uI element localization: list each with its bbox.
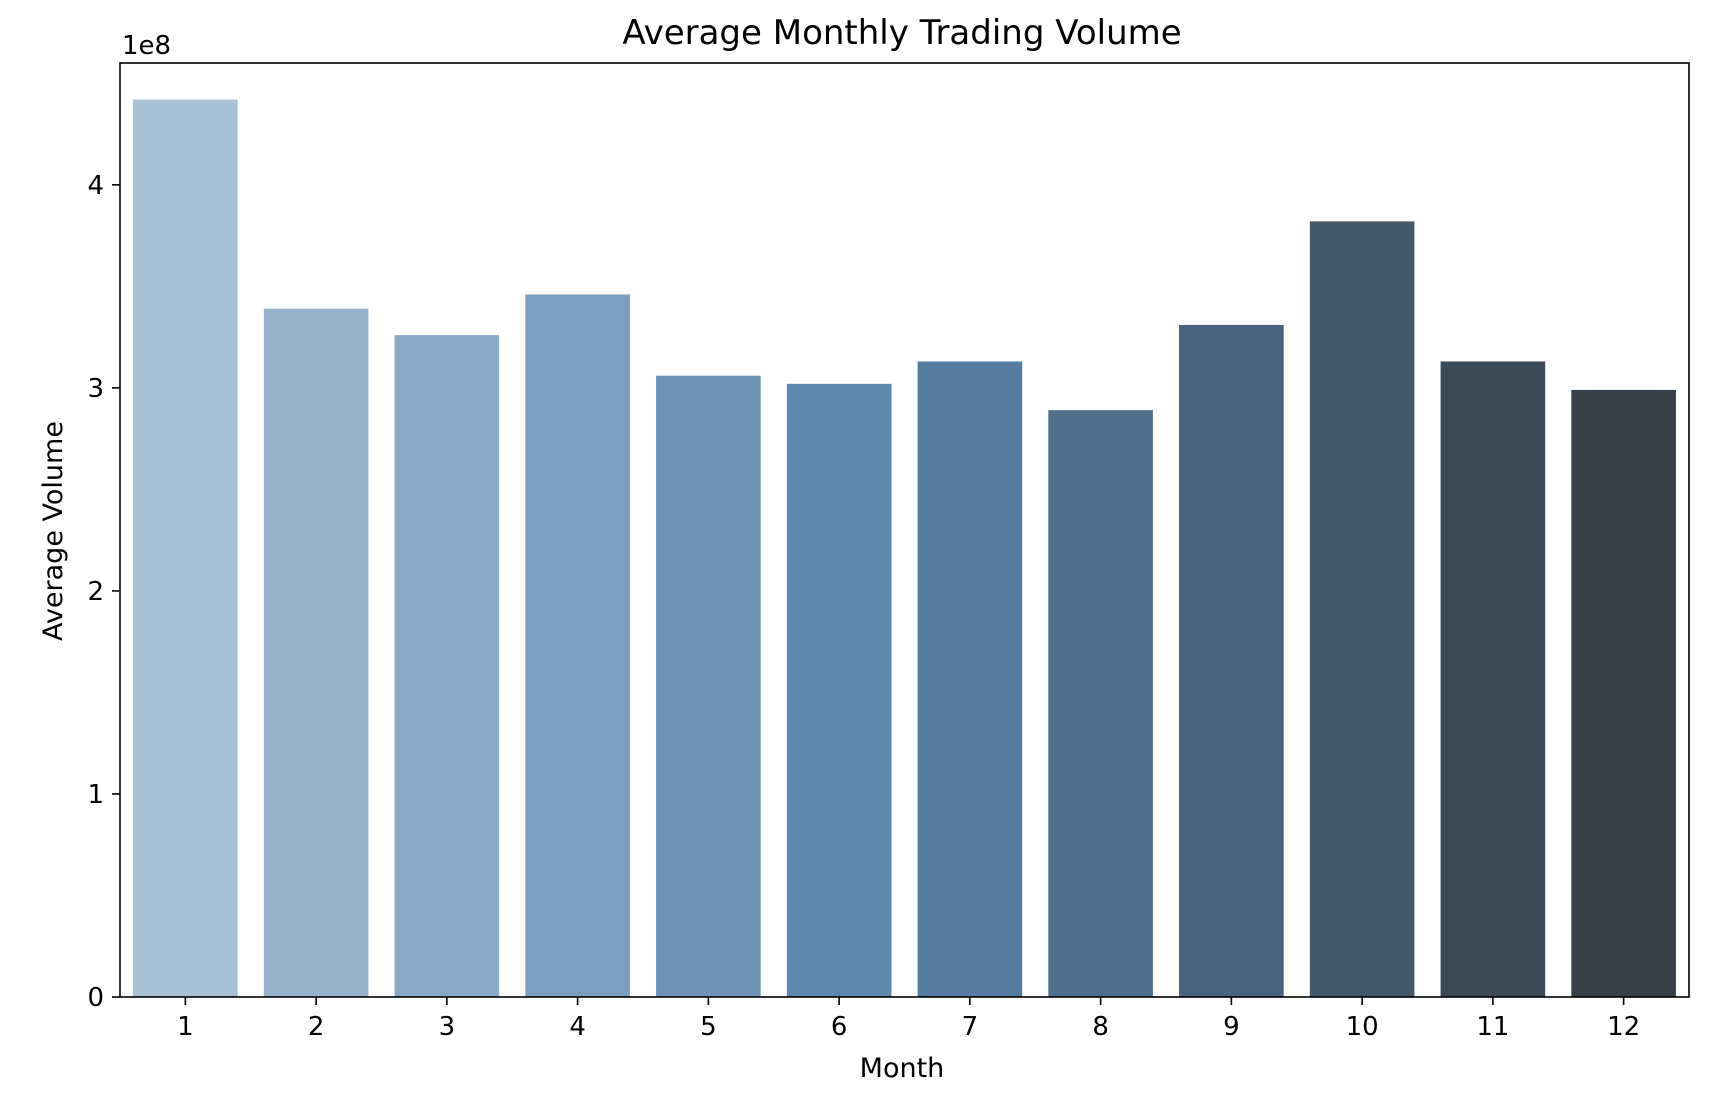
x-tick-label: 1 (177, 1012, 194, 1042)
x-tick-label: 3 (439, 1012, 456, 1042)
bar-month-2 (263, 308, 369, 997)
y-axis-label: Average Volume (38, 421, 69, 641)
bar-month-8 (1048, 410, 1153, 997)
x-tick-label: 7 (962, 1012, 979, 1042)
x-tick-label: 12 (1607, 1012, 1640, 1042)
bar-month-10 (1309, 221, 1415, 997)
y-axis-offset-label: 1e8 (122, 31, 171, 61)
x-tick-label: 2 (308, 1012, 325, 1042)
y-tick-label: 3 (87, 374, 104, 404)
axes-frame (119, 62, 1690, 998)
bars-group (133, 99, 1676, 998)
bar-month-5 (656, 375, 761, 997)
x-tick-label: 6 (831, 1012, 848, 1042)
x-tick-label: 5 (700, 1012, 717, 1042)
x-tick-label: 9 (1223, 1012, 1240, 1042)
x-ticks-group: 1 2 3 4 5 6 7 8 9 10 11 12 (177, 997, 1640, 1042)
bar-month-9 (1179, 324, 1284, 997)
bar-month-12 (1571, 389, 1676, 997)
x-tick-label: 10 (1346, 1012, 1379, 1042)
y-tick-label: 4 (87, 171, 104, 201)
x-axis-label: Month (860, 1053, 945, 1084)
x-tick-label: 4 (569, 1012, 586, 1042)
bar-month-6 (786, 383, 892, 997)
bar-month-11 (1440, 361, 1546, 998)
y-tick-label: 0 (87, 983, 104, 1013)
bar-month-7 (917, 361, 1023, 998)
x-tick-label: 8 (1092, 1012, 1109, 1042)
x-tick-label: 11 (1476, 1012, 1509, 1042)
chart-title: Average Monthly Trading Volume (622, 13, 1181, 53)
y-ticks-group: 0 1 2 3 4 (87, 171, 120, 1013)
bar-month-4 (525, 294, 630, 998)
bar-month-3 (394, 335, 500, 998)
y-tick-label: 2 (87, 577, 104, 607)
bar-month-1 (133, 99, 238, 998)
y-tick-label: 1 (87, 780, 104, 810)
